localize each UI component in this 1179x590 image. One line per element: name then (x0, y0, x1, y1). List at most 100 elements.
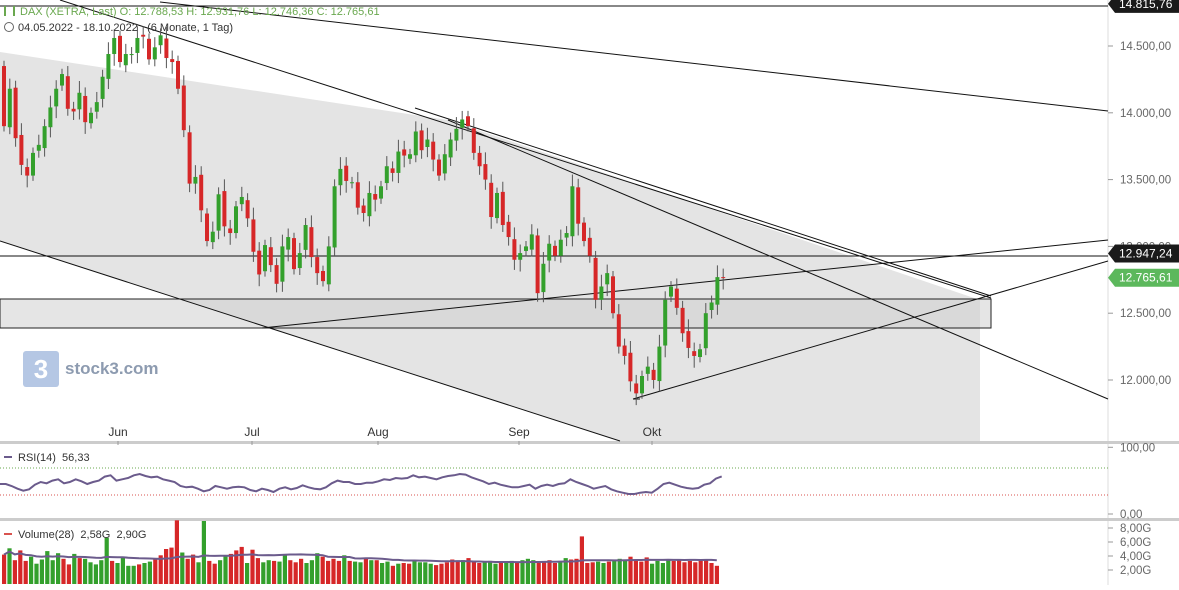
volume-bar (93, 564, 98, 584)
volume-bar (342, 555, 347, 584)
candle-body (558, 239, 563, 256)
volume-bar (612, 560, 617, 584)
candle-body (599, 286, 604, 300)
candle-body (529, 234, 534, 250)
candle-body (135, 37, 140, 53)
volume-bar (606, 561, 611, 584)
volume-bar (131, 565, 136, 584)
volume-bar (439, 563, 444, 584)
volume-bar (142, 563, 147, 584)
candle-body (152, 47, 157, 60)
volume-bar (293, 562, 298, 584)
candle-body (94, 102, 99, 112)
candle-body (332, 186, 337, 248)
candle-body (25, 167, 30, 176)
candle-body (7, 88, 12, 128)
volume-bar (617, 558, 622, 584)
price-label-text: 12.947,24 (1119, 246, 1173, 260)
volume-bar (245, 563, 250, 584)
candle-body (593, 257, 598, 300)
trend-line-okt-rising (632, 260, 1109, 400)
volume-bar (239, 546, 244, 584)
volume-bar (180, 552, 185, 584)
volume-bar (525, 558, 530, 584)
candle-body (257, 250, 262, 275)
rsi-swatch (4, 456, 12, 458)
volume-bar (77, 558, 82, 584)
candle-body (222, 191, 227, 227)
candle-body (477, 152, 482, 167)
volume-bar (115, 563, 120, 584)
candle-body (460, 119, 465, 128)
volume-bar (363, 558, 368, 584)
trend-line-aug-high (447, 119, 1109, 400)
volume-bar (542, 561, 547, 584)
candle-body (123, 54, 128, 66)
candle-body (547, 243, 552, 261)
volume-bar (56, 553, 61, 584)
volume-bar (390, 565, 395, 584)
candle-body (715, 277, 720, 305)
y-tick-label: 14.000,00 (1120, 108, 1171, 120)
candle-body (176, 60, 180, 89)
volume-bar (158, 555, 163, 584)
volume-bar (7, 548, 12, 584)
rsi-label: RSI(14) (18, 452, 56, 464)
volume-bar (482, 562, 487, 584)
candle-body (373, 194, 378, 200)
volume-bar (104, 537, 109, 584)
candle-body (454, 128, 459, 141)
candle-body (703, 313, 708, 349)
volume-bar (374, 560, 379, 584)
candle-body (651, 369, 656, 380)
volume-bar (574, 558, 579, 584)
candle-body (112, 37, 117, 55)
candle-body (489, 182, 494, 218)
volume-bar (110, 560, 115, 584)
volume-bar (66, 564, 71, 584)
candle-body (535, 235, 540, 294)
candle-body (100, 76, 105, 99)
candle-body (616, 314, 621, 347)
candle-body (344, 165, 349, 181)
candle-body (437, 159, 441, 176)
candle-body (495, 192, 499, 219)
candle-body (268, 247, 273, 266)
volume-bar (601, 563, 606, 584)
candle-body (628, 352, 633, 382)
volume-bar (23, 560, 28, 584)
price-label-text: 12.765,61 (1119, 271, 1173, 285)
volume-bar (164, 549, 169, 584)
x-axis: Jun Jul Aug Sep Okt (108, 425, 662, 445)
range-header: 04.05.2022 - 18.10.2022 (6 Monate, 1 Tag… (4, 22, 233, 34)
volume-bar (536, 563, 541, 584)
volume-bar (401, 563, 406, 584)
right-axis-strip (1108, 0, 1179, 585)
candle-body (234, 206, 238, 234)
x-tick-label: Aug (367, 425, 388, 439)
volume-bar (137, 564, 142, 584)
candle-body (216, 194, 221, 231)
volume-bar (358, 562, 363, 584)
volume-bar (455, 561, 460, 584)
candle-body (355, 182, 360, 208)
volume-bar (39, 559, 44, 584)
volume-bar (380, 563, 385, 584)
volume-bar (299, 558, 304, 584)
volume-bar (693, 562, 698, 584)
volume-bar (423, 562, 428, 584)
candle-body (611, 276, 615, 314)
volume-bar (353, 561, 358, 584)
candle-body (83, 95, 88, 123)
volume-bar (477, 563, 482, 584)
volume-bar (34, 563, 39, 584)
volume-bar (488, 560, 493, 584)
candle-body (524, 246, 528, 251)
candle-body (199, 174, 204, 211)
volume-bar (682, 562, 687, 584)
volume-bar (88, 562, 93, 584)
price-label-text: 14.815,76 (1119, 0, 1173, 11)
candle-body (692, 351, 697, 356)
